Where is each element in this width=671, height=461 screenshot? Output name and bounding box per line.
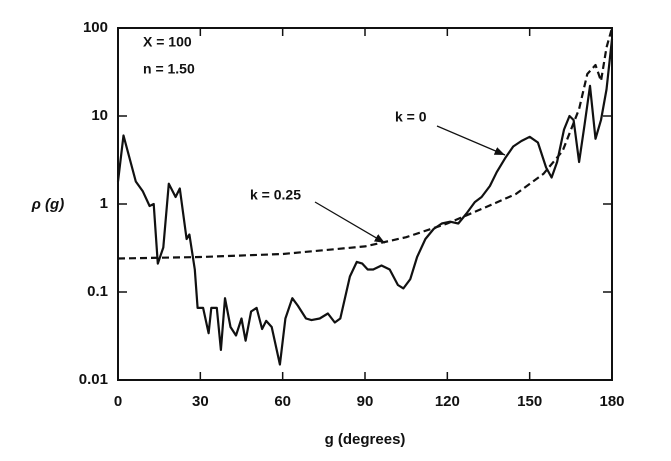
annotation-arrow [314, 201, 386, 244]
line-series [117, 27, 614, 260]
x-tick-label: 150 [517, 393, 542, 410]
annotation: k = 0 [395, 109, 427, 125]
annotation: n = 1.50 [143, 61, 195, 77]
annotation-arrow [436, 125, 506, 156]
y-tick-label: 10 [91, 107, 108, 124]
y-tick-label: 100 [83, 19, 108, 36]
annotation: X = 100 [143, 34, 192, 50]
x-axis-label: g (degrees) [325, 431, 406, 448]
x-tick-label: 60 [274, 393, 291, 410]
x-tick-label: 120 [435, 393, 460, 410]
line-series [116, 38, 614, 366]
x-tick-label: 0 [114, 393, 122, 410]
y-tick-label: 0.1 [87, 283, 108, 300]
x-tick-label: 90 [357, 393, 374, 410]
x-tick-label: 180 [599, 393, 624, 410]
y-tick-label: 0.01 [79, 371, 108, 388]
y-tick-label: 1 [100, 195, 108, 212]
y-axis-label: ρ (g) [31, 196, 64, 213]
x-tick-label: 30 [192, 393, 209, 410]
plot-frame [117, 27, 613, 381]
annotation: k = 0.25 [250, 187, 301, 203]
